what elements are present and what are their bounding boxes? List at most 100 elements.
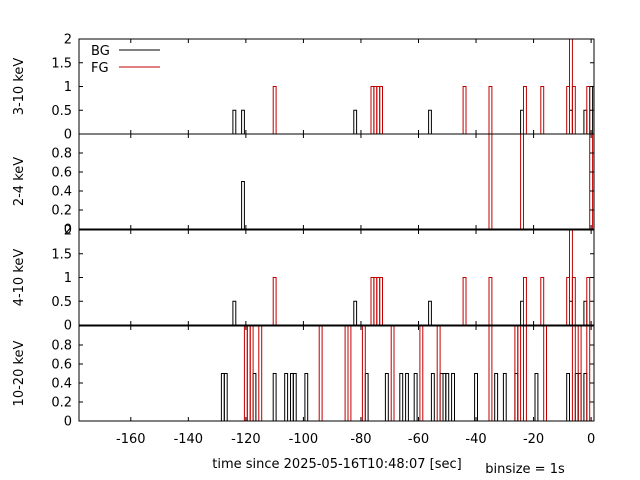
y-tick-label: 1.5: [51, 56, 72, 71]
bar-bg-p4: [399, 373, 404, 421]
y-axis-label: 2-4 keV: [12, 157, 27, 206]
bar-fg-p1: [488, 86, 493, 134]
bar-fg-p4: [517, 325, 522, 421]
bar-fg-p3: [540, 277, 545, 325]
panel-frame: [78, 229, 595, 326]
bar-fg-p4: [249, 325, 254, 421]
bar-bg-p1: [428, 109, 432, 134]
bar-bg-p1: [241, 109, 245, 134]
bar-bg-p4: [405, 373, 409, 421]
y-tick-label: 0.2: [51, 204, 72, 219]
legend: BG FG: [91, 44, 160, 76]
y-tick-label: 0.6: [51, 358, 72, 373]
panel-frame: [78, 133, 595, 230]
bar-fg-p1: [571, 86, 576, 134]
x-tick-label: -140: [174, 432, 204, 447]
bar-fg-p2: [488, 133, 493, 229]
bar-fg-p2: [520, 133, 524, 229]
bar-bg-p3: [353, 300, 358, 325]
bar-fg-p3: [379, 277, 383, 325]
bar-fg-p4: [523, 325, 527, 421]
y-tick-label: 1: [64, 271, 72, 286]
bar-bg-p4: [502, 373, 507, 421]
bar-fg-p1: [462, 86, 467, 134]
y-tick-label: 1.5: [51, 247, 72, 262]
bar-bg-p4: [292, 373, 297, 421]
panels-group: 0 0.5 1 1.5 2 3-10 keV 0 0.2 0.4 0.6 0.8 2-4 keV 0 0.…: [12, 33, 595, 430]
bar-fg-p4: [390, 325, 395, 421]
bar-bg-p4: [384, 373, 389, 421]
x-tick-label: -100: [289, 432, 319, 447]
y-tick-label: 0.5: [51, 104, 72, 119]
legend-label-fg: FG: [91, 61, 109, 76]
y-tick-label: 0.8: [51, 339, 72, 354]
bar-bg-p4: [534, 373, 539, 421]
x-tick-label: -60: [408, 432, 429, 447]
bar-fg-p2: [589, 133, 594, 229]
y-tick-label: 0.6: [51, 166, 72, 181]
bar-fg-p4: [258, 325, 263, 421]
panel-4: 0 0.2 0.4 0.6 0.8 10-20 keV: [12, 325, 595, 430]
bar-fg-p4: [571, 325, 576, 421]
y-tick-label: 0.2: [51, 396, 72, 411]
bar-fg-p3: [272, 277, 277, 325]
bar-fg-p3: [488, 277, 493, 325]
bar-bg-p4: [413, 373, 418, 421]
bar-bg-p4: [566, 373, 570, 421]
bar-fg-p1: [586, 86, 591, 134]
y-tick-label: 0: [64, 415, 72, 430]
x-tick-label: -160: [116, 432, 146, 447]
bar-bg-p1: [353, 109, 358, 134]
x-tick-label: -40: [465, 432, 486, 447]
bar-bg-p3: [232, 300, 237, 325]
bar-fg-p4: [586, 325, 591, 421]
bar-fg-p1: [272, 86, 277, 134]
y-tick-label: 0.4: [51, 185, 72, 200]
y-axis-label: 3-10 keV: [12, 58, 27, 116]
bar-bg-p4: [474, 373, 478, 421]
y-tick-label: 0.8: [51, 147, 72, 162]
x-axis: -160 -140 -120 -100 -80 -60 -40 -20 0: [116, 432, 595, 447]
bar-fg-p4: [543, 325, 547, 421]
bar-bg-p3: [428, 300, 432, 325]
y-tick-label: 0.4: [51, 377, 72, 392]
y-axis-label: 4-10 keV: [12, 249, 27, 307]
panel-2: 0 0.2 0.4 0.6 0.8 2-4 keV: [12, 133, 595, 238]
bar-fg-p1: [523, 86, 527, 134]
bar-bg-p1: [232, 109, 237, 134]
y-tick-label: 0: [64, 128, 72, 143]
panel-frame: [78, 38, 595, 135]
y-tick-label: 1: [64, 80, 72, 95]
x-tick-label: -80: [350, 432, 371, 447]
bar-fg-p3: [571, 277, 576, 325]
bar-bg-p4: [223, 373, 228, 421]
x-tick-label: -20: [523, 432, 544, 447]
bar-fg-p1: [540, 86, 545, 134]
bar-bg-p2: [241, 181, 245, 229]
bar-fg-p4: [488, 325, 493, 421]
x-tick-label: -120: [231, 432, 261, 447]
y-tick-label: 0: [64, 319, 72, 334]
y-tick-label: 0: [64, 223, 72, 238]
bar-fg-p3: [586, 277, 591, 325]
y-tick-label: 2: [64, 224, 72, 239]
bar-fg-p3: [462, 277, 467, 325]
bar-bg-p4: [451, 373, 455, 421]
bar-bg-p4: [304, 373, 309, 421]
bar-fg-p4: [318, 325, 323, 421]
panel-frame: [78, 325, 595, 422]
bar-bg-p4: [272, 373, 277, 421]
bar-bg-p4: [430, 373, 435, 421]
x-axis-label: time since 2025-05-16T10:48:07 [sec]: [212, 457, 461, 472]
y-tick-label: 0.5: [51, 295, 72, 310]
bar-fg-p4: [361, 325, 366, 421]
y-axis-label: 10-20 keV: [12, 340, 27, 406]
bar-fg-p3: [523, 277, 527, 325]
bar-fg-p4: [419, 325, 424, 421]
y-tick-label: 2: [64, 33, 72, 48]
bar-bg-p4: [494, 373, 499, 421]
x-tick-label: 0: [587, 432, 595, 447]
bar-bg-p4: [445, 373, 450, 421]
bar-fg-p4: [347, 325, 352, 421]
